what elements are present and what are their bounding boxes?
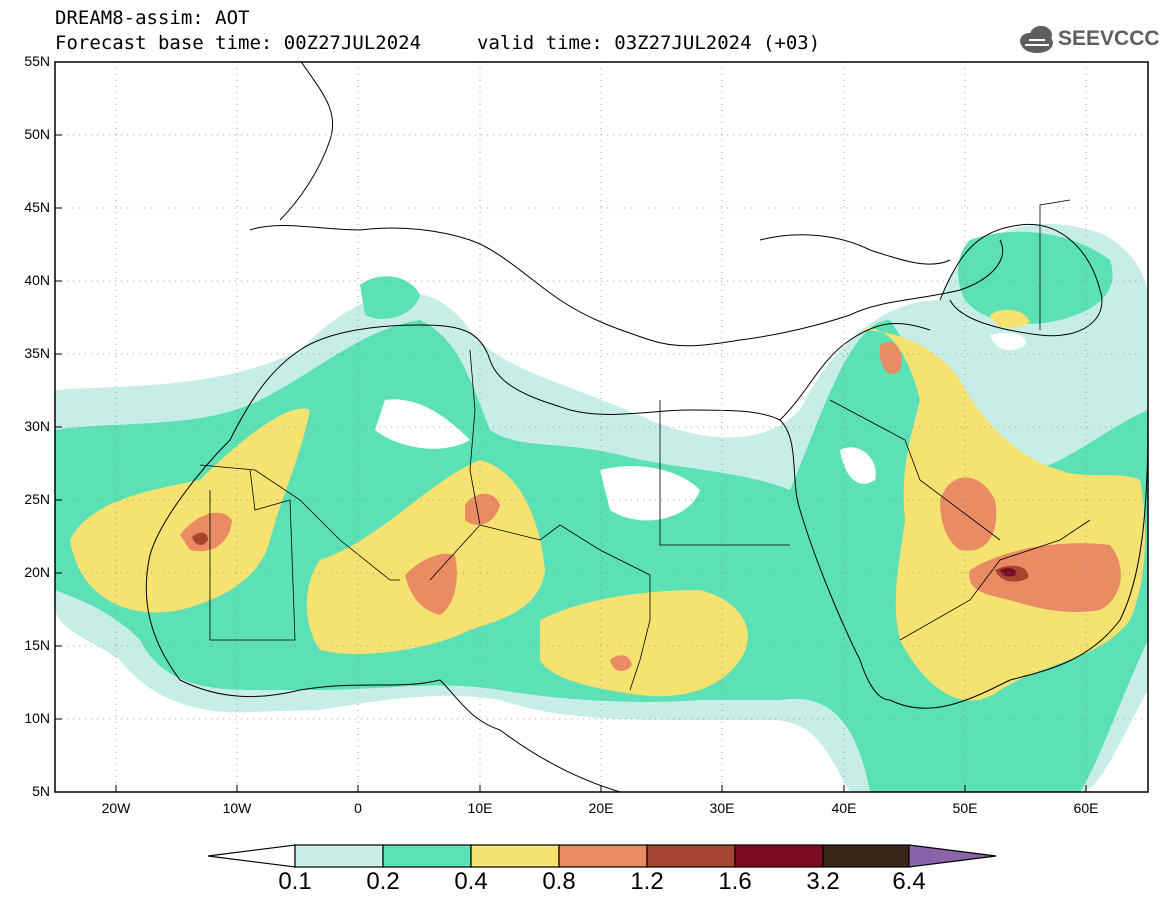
- colorbar-label: 0.8: [542, 868, 576, 895]
- colorbar-label: 0.4: [454, 868, 488, 895]
- lon-label: 10E: [467, 800, 493, 816]
- colorbar-label: 1.6: [718, 868, 752, 895]
- lat-label: 45N: [24, 199, 50, 215]
- lon-label: 30E: [709, 800, 735, 816]
- logo-text: SEEVCCC: [1058, 27, 1160, 50]
- coastlines: [145, 62, 1148, 792]
- lat-label: 40N: [24, 272, 50, 288]
- colorbar-label: 1.2: [630, 868, 664, 895]
- lon-label: 0: [354, 800, 362, 816]
- lat-label: 30N: [24, 418, 50, 434]
- lon-label: 50E: [952, 800, 978, 816]
- map-title: DREAM8-assim: AOT: [55, 7, 250, 29]
- colorbar-label: 0.2: [366, 868, 400, 895]
- colorbar-label: 6.4: [892, 868, 926, 895]
- lat-label: 20N: [24, 564, 50, 580]
- graticule: [55, 62, 1148, 792]
- lon-label: 40E: [831, 800, 857, 816]
- lat-label: 5N: [32, 783, 50, 799]
- lat-label: 10N: [24, 710, 50, 726]
- lon-label: 60E: [1073, 800, 1099, 816]
- borders: [199, 199, 1091, 691]
- lat-label: 50N: [24, 126, 50, 142]
- colorbar-label: 3.2: [806, 868, 840, 895]
- forecast-base-time: Forecast base time: 00Z27JUL2024: [55, 32, 422, 54]
- lat-label: 55N: [24, 53, 50, 69]
- lat-label: 35N: [24, 345, 50, 361]
- valid-time: valid time: 03Z27JUL2024 (+03): [477, 32, 821, 54]
- lon-label: 20E: [588, 800, 614, 816]
- lat-label: 15N: [24, 637, 50, 653]
- aot-field: [55, 62, 1148, 792]
- lon-label: 10W: [222, 800, 252, 816]
- colorbar-label: 0.1: [278, 868, 312, 895]
- lon-label: 20W: [101, 800, 131, 816]
- cloud-logo-icon: [1020, 26, 1053, 53]
- lat-label: 25N: [24, 491, 50, 507]
